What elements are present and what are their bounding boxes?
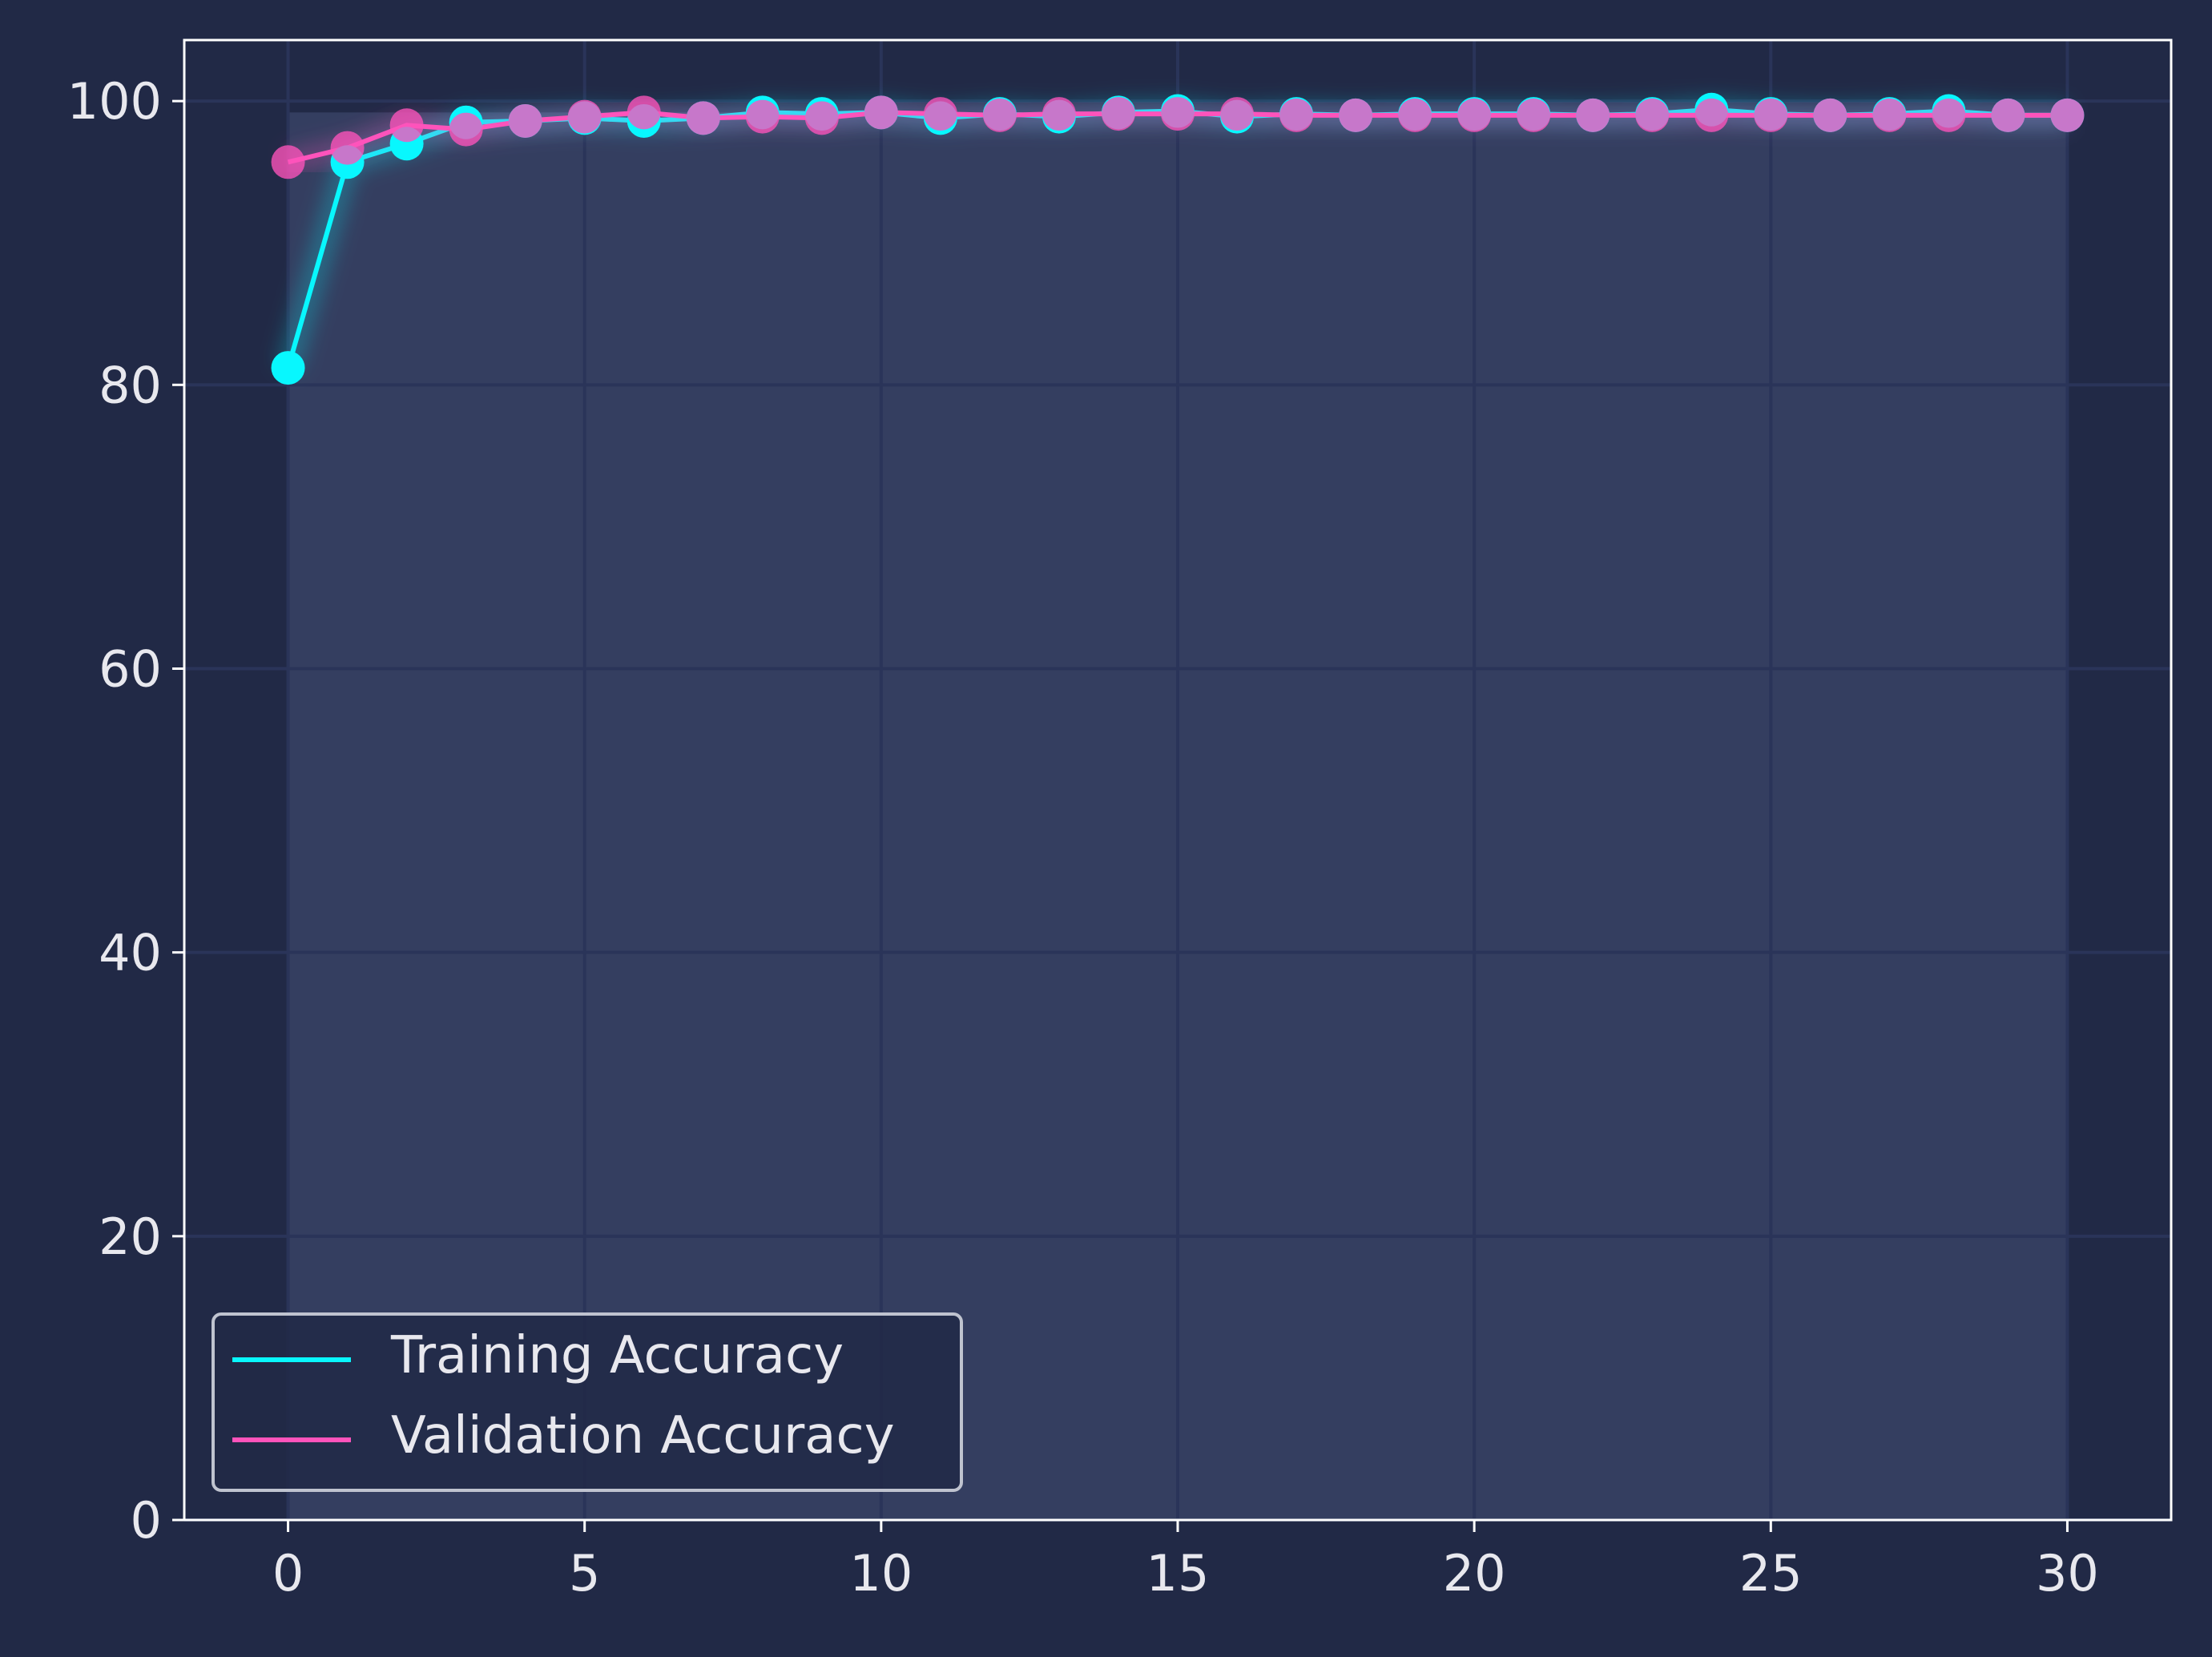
y-tick-label: 80 [99, 356, 162, 414]
y-tick-label: 0 [131, 1491, 162, 1550]
legend: Training Accuracy Validation Accuracy [212, 1312, 963, 1492]
data-point [864, 95, 898, 130]
data-point [2050, 98, 2085, 132]
y-tick-label: 40 [99, 924, 162, 982]
x-tick-label: 0 [272, 1544, 304, 1603]
data-point [923, 97, 957, 131]
legend-label-validation: Validation Accuracy [391, 1406, 895, 1465]
data-point [449, 112, 483, 147]
data-point [271, 145, 305, 179]
x-tick-label: 25 [1739, 1544, 1803, 1603]
data-point [1457, 98, 1492, 132]
y-tick-label: 20 [99, 1207, 162, 1266]
x-tick-label: 15 [1146, 1544, 1210, 1603]
data-point [1042, 97, 1076, 131]
data-point [1872, 98, 1907, 132]
data-point [271, 351, 305, 385]
data-point [745, 99, 780, 134]
data-point [1576, 98, 1610, 132]
data-point [1339, 98, 1373, 132]
y-tick-label: 100 [67, 72, 162, 131]
data-point [1517, 98, 1551, 132]
data-point [330, 131, 365, 165]
data-point [1932, 98, 1966, 132]
data-point [1101, 97, 1135, 131]
data-point [1991, 98, 2025, 132]
data-point [1161, 97, 1195, 131]
data-point [1220, 97, 1255, 131]
data-point [686, 101, 720, 135]
data-point [389, 108, 424, 143]
series-markers-1 [271, 95, 2085, 179]
data-point [1635, 98, 1670, 132]
data-point [508, 103, 542, 138]
data-point [627, 95, 661, 130]
data-point [982, 98, 1017, 132]
data-point [804, 101, 839, 135]
x-tick-label: 10 [849, 1544, 913, 1603]
data-point [1813, 98, 1847, 132]
legend-label-training: Training Accuracy [390, 1326, 844, 1385]
legend-box [212, 1312, 963, 1492]
y-tick-label: 60 [99, 639, 162, 698]
data-point [567, 99, 602, 134]
data-point [1279, 98, 1314, 132]
x-tick-label: 5 [569, 1544, 600, 1603]
x-tick-label: 30 [2036, 1544, 2099, 1603]
data-point [1694, 98, 1729, 132]
data-point [1398, 98, 1432, 132]
x-tick-label: 20 [1443, 1544, 1506, 1603]
data-point [1754, 98, 1788, 132]
